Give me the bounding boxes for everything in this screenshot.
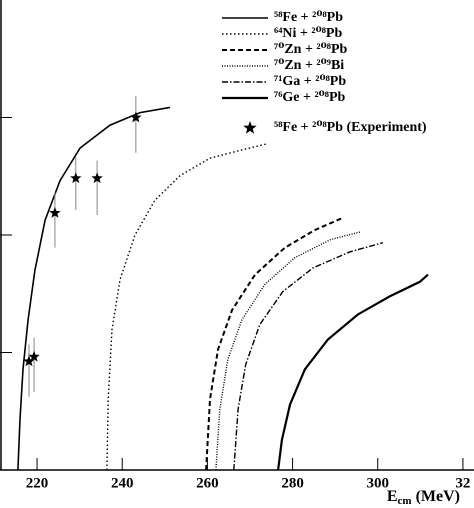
x-tick-label: 300: [367, 475, 390, 491]
data-point: [130, 111, 142, 123]
legend-label: ⁷⁰Zn + ²⁰⁸Pb: [274, 42, 348, 57]
data-point: [23, 355, 35, 367]
x-tick-label: 32: [455, 475, 470, 491]
series-line: [17, 106, 171, 471]
x-tick-label: 240: [111, 475, 134, 491]
data-point: [49, 207, 61, 218]
legend-label: ⁷⁶Ge + ²⁰⁸Pb: [274, 90, 346, 105]
legend-label: ⁶⁴Ni + ²⁰⁸Pb: [274, 26, 342, 41]
legend-label: ⁵⁸Fe + ²⁰⁸Pb: [274, 10, 343, 25]
legend-label: ⁷¹Ga + ²⁰⁸Pb: [274, 74, 346, 89]
series-line: [205, 217, 343, 471]
x-label-main: E: [387, 488, 398, 505]
series-line: [233, 242, 384, 471]
legend-label: ⁵⁸Fe + ²⁰⁸Pb (Experiment): [274, 120, 427, 135]
series-line: [277, 273, 429, 471]
series-line: [215, 231, 361, 471]
legend-marker: [243, 121, 257, 134]
series-line: [106, 142, 269, 471]
x-label-unit: (MeV): [412, 488, 460, 505]
x-axis-label: Ecm (MeV): [387, 488, 460, 507]
data-point: [28, 350, 40, 362]
x-tick-label: 220: [26, 475, 49, 491]
x-tick-label: 260: [196, 475, 219, 491]
data-point: [91, 172, 103, 184]
x-label-sub: cm: [398, 495, 412, 507]
legend-label: ⁷⁰Zn + ²⁰⁹Bi: [274, 58, 344, 73]
data-point: [70, 172, 82, 184]
x-tick-label: 280: [281, 475, 304, 491]
